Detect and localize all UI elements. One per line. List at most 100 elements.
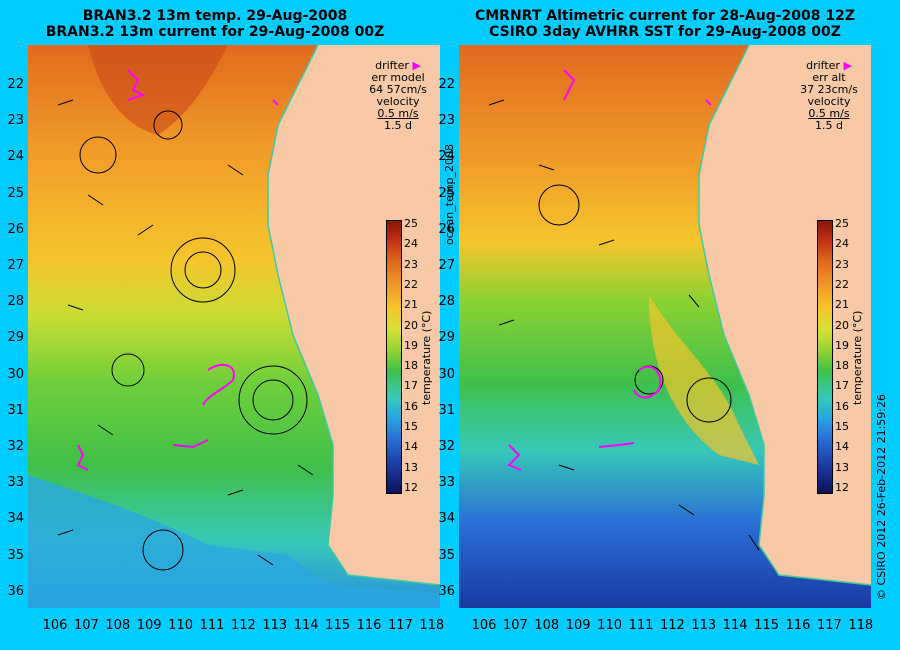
longitude-label: 109	[565, 618, 591, 633]
longitude-label: 114	[293, 618, 319, 633]
latitude-label: 25	[438, 185, 455, 201]
left-eddy	[111, 353, 145, 387]
left-eddy	[184, 251, 222, 289]
right-current-arrow	[688, 294, 700, 308]
left-colorbar-unit: temperature (°C)	[420, 310, 433, 405]
left-colorbar	[386, 220, 402, 494]
left-current-arrow	[97, 424, 114, 436]
longitude-label: 112	[230, 618, 256, 633]
right-map-svg	[459, 45, 871, 608]
colorbar-tick-label: 13	[404, 460, 418, 474]
legend-drifter-label: drifter ▶	[375, 59, 421, 72]
colorbar-tick-label: 21	[835, 298, 849, 312]
colorbar-tick-label: 20	[404, 318, 418, 332]
left-drifter-track	[172, 439, 209, 449]
colorbar-tick-label: 14	[404, 440, 418, 454]
longitude-label: 116	[785, 618, 811, 633]
colorbar-tick-label: 24	[404, 237, 418, 251]
right-current-arrow	[498, 319, 515, 326]
right-coastline	[698, 45, 871, 586]
left-warm-core	[88, 45, 228, 135]
colorbar-tick-label: 16	[404, 399, 418, 413]
longitude-label: 117	[387, 618, 413, 633]
right-eddy	[538, 184, 580, 226]
latitude-label: 34	[438, 511, 455, 527]
right-drifter-track	[563, 69, 576, 101]
left-eddy	[252, 379, 294, 421]
left-drifter-tracks	[76, 69, 279, 471]
colorbar-tick-label: 25	[835, 217, 849, 230]
latitude-label: 32	[438, 439, 455, 454]
left-legend: drifter ▶ err model 64 57cm/s velocity 0…	[353, 60, 440, 132]
longitude-label: 111	[199, 618, 225, 633]
left-eddy	[153, 110, 183, 140]
colorbar-tick-label: 19	[835, 338, 849, 352]
left-current-arrow	[67, 304, 84, 311]
left-title-line2: BRAN3.2 13m current for 29-Aug-2008 00Z	[45, 24, 385, 40]
left-drifter-track	[76, 444, 89, 471]
longitude-label: 109	[136, 618, 162, 633]
longitude-label: 116	[356, 618, 382, 633]
left-current-arrow	[87, 194, 104, 206]
right-title: CMRNRT Altimetric current for 28-Aug-200…	[455, 8, 875, 40]
colorbar-tick-label: 18	[404, 359, 418, 373]
right-eddy	[686, 377, 732, 423]
longitude-label: 110	[168, 618, 193, 633]
right-current-arrow	[538, 164, 555, 171]
colorbar-tick-label: 17	[404, 379, 418, 393]
latitude-label: 33	[7, 475, 24, 491]
colorbar-tick-label: 15	[835, 420, 849, 434]
right-current-arrow	[488, 99, 505, 106]
latitude-label: 30	[7, 366, 24, 382]
latitude-label: 22	[438, 77, 455, 92]
colorbar-tick-label: 23	[835, 257, 849, 271]
right-current-arrow	[558, 464, 575, 471]
latitude-label: 24	[438, 149, 455, 165]
longitude-label: 114	[722, 618, 748, 633]
left-current-arrow	[227, 164, 244, 176]
latitude-label: 30	[438, 366, 455, 382]
colorbar-tick-label: 21	[404, 298, 418, 312]
right-current-arrows	[488, 99, 760, 551]
left-coastline	[267, 45, 440, 586]
latitude-label: 31	[438, 402, 455, 418]
latitude-label: 34	[7, 511, 24, 527]
longitude-label: 107	[73, 618, 99, 633]
legend-velocity-label: velocity	[376, 95, 420, 108]
longitude-label: 115	[325, 618, 350, 633]
left-eddies	[79, 110, 308, 571]
left-current-arrow	[257, 554, 274, 566]
longitude-label: 108	[534, 618, 560, 633]
longitude-label: 113	[691, 618, 717, 633]
colorbar-tick-label: 24	[835, 237, 849, 251]
colorbar-tick-label: 22	[835, 277, 849, 291]
right-title-line2: CSIRO 3day AVHRR SST for 29-Aug-2008 00Z	[489, 24, 841, 40]
colorbar-tick-label: 14	[835, 440, 849, 454]
latitude-label: 31	[7, 402, 24, 418]
latitude-label: 29	[7, 330, 24, 346]
latitude-label: 24	[7, 149, 24, 165]
longitude-label: 118	[419, 618, 445, 633]
colorbar-tick-label: 16	[835, 399, 849, 413]
left-drifter-track	[272, 99, 279, 106]
latitude-label: 27	[7, 258, 24, 273]
left-drifter-track	[127, 69, 146, 101]
colorbar-tick-label: 17	[835, 379, 849, 393]
longitude-label: 108	[105, 618, 131, 633]
right-current-arrow	[678, 504, 695, 516]
right-eddies	[538, 184, 732, 423]
left-cool-water	[28, 475, 440, 608]
longitude-label: 112	[659, 618, 685, 633]
longitude-label: 106	[471, 618, 497, 633]
latitude-label: 36	[438, 583, 455, 599]
latitude-label: 29	[438, 330, 455, 346]
latitude-label: 25	[7, 185, 24, 201]
right-current-arrow	[748, 534, 760, 551]
right-colorbar-unit: temperature (°C)	[851, 310, 864, 405]
left-title: BRAN3.2 13m temp. 29-Aug-2008 BRAN3.2 13…	[5, 8, 425, 40]
latitude-label: 26	[7, 221, 24, 237]
colorbar-tick-label: 20	[835, 318, 849, 332]
legend-err-label: err alt	[812, 71, 846, 84]
colorbar-tick-label: 25	[404, 217, 418, 230]
legend-drifter-label: drifter ▶	[806, 59, 852, 72]
